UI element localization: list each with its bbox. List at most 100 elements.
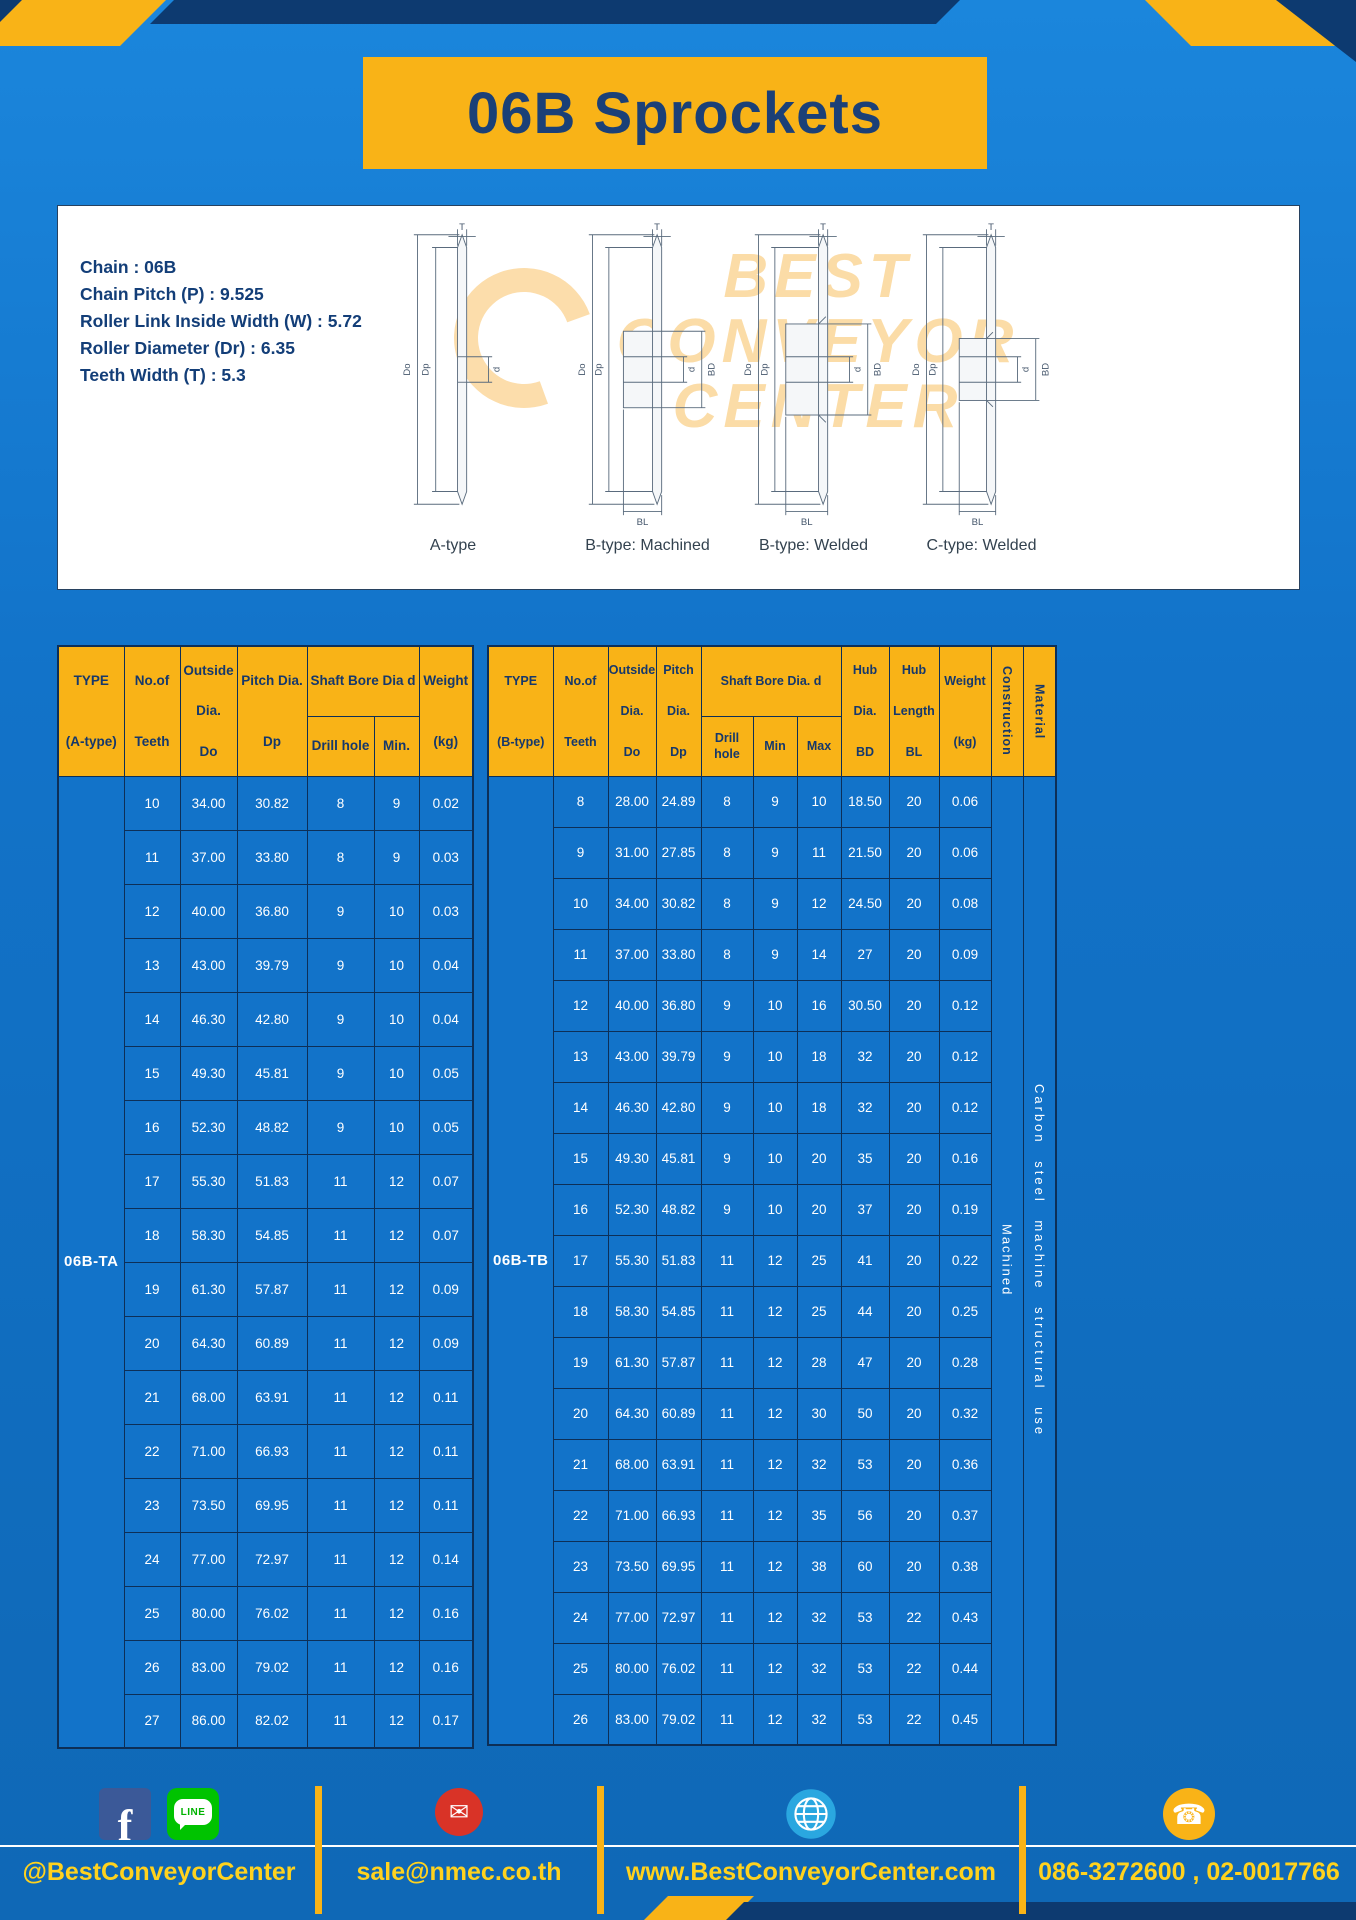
header-line: Hub (901, 663, 927, 678)
table-cell: 0.05 (418, 1045, 474, 1101)
table-cell: 0.03 (418, 883, 474, 939)
table-cell: 0.16 (938, 1132, 992, 1185)
sprocket-diagram-a-type: T Do Dp d (402, 222, 502, 506)
table-cell: 12 (373, 1261, 420, 1317)
header-line: Dia. (620, 704, 644, 719)
col-header-shaft-bore-group: Shaft Bore Dia. d (700, 645, 842, 717)
col-header-hub-dia: Hub Dia. BD (840, 645, 890, 777)
dim-label: BD (1040, 363, 1051, 376)
header-line: Do (199, 744, 218, 760)
table-cell: 39.79 (655, 1030, 702, 1083)
table-cell: 19 (552, 1336, 609, 1389)
table-cell: 11 (306, 1477, 375, 1533)
table-cell: 54.85 (236, 1207, 308, 1263)
table-cell: 8 (700, 928, 754, 981)
table-cell: 37.00 (179, 829, 238, 885)
table-cell: 0.25 (938, 1285, 992, 1338)
table-cell: 9 (306, 1099, 375, 1155)
col-header-shaft-bore-group: Shaft Bore Dia d (306, 645, 420, 717)
facebook-icon[interactable]: f (99, 1788, 151, 1840)
table-row: 17 55.30 51.83 11 12 25 41 20 0.22 (488, 1234, 1056, 1287)
table-row: 06B-TB 8 28.00 24.89 8 9 10 18.50 20 0.06 Machined… (487, 775, 1057, 1746)
table-cell: 13 (123, 937, 181, 993)
table-cell: 21 (123, 1369, 181, 1425)
table-row: 19 61.30 57.87 11 12 28 47 20 0.28 (488, 1336, 1056, 1389)
table-cell: 48.82 (236, 1099, 308, 1155)
dim-label: Dp (420, 363, 431, 375)
table-cell: 11 (700, 1540, 754, 1593)
table-cell: 20 (888, 1438, 940, 1491)
table-cell: 14 (123, 991, 181, 1047)
table-cell: 11 (700, 1234, 754, 1287)
table-cell: 0.19 (938, 1183, 992, 1236)
table-cell: 64.30 (607, 1387, 657, 1440)
table-cell: 0.14 (418, 1531, 474, 1587)
table-cell: 45.81 (236, 1045, 308, 1101)
col-header-min: Min. (373, 715, 420, 777)
table-cell: 19 (123, 1261, 181, 1317)
col-header-material: Material (1022, 645, 1057, 777)
table-cell: 24 (123, 1531, 181, 1587)
table-cell: 15 (123, 1045, 181, 1101)
table-cell: 25 (123, 1585, 181, 1641)
table-cell: 10 (373, 1045, 420, 1101)
email-icon[interactable]: ✉ (435, 1788, 483, 1836)
footer-social-handle[interactable]: @BestConveyorCenter (22, 1858, 296, 1886)
header-line: (B-type) (497, 734, 545, 749)
table-cell: 0.36 (938, 1438, 992, 1491)
dim-label: BL (971, 517, 983, 527)
table-cell: 17 (123, 1153, 181, 1209)
col-header-weight: Weight (kg) (418, 645, 474, 777)
header-line: Pitch Dia. (241, 672, 303, 688)
table-cell: 56 (840, 1489, 890, 1542)
table-cell: 66.93 (236, 1423, 308, 1479)
sprocket-figure-a-type: T Do Dp d A-type (363, 222, 543, 555)
table-cell: 30.82 (236, 775, 308, 831)
table-cell: 20 (888, 1183, 940, 1236)
deco-stripe-top-bar (150, 0, 960, 24)
table-cell: 24.89 (655, 775, 702, 828)
col-header-outside-dia: Outside Dia. Do (607, 645, 657, 777)
table-cell: 72.97 (236, 1531, 308, 1587)
spec-line: Teeth Width (T) : 5.3 (80, 365, 246, 385)
header-line: Weight (944, 673, 986, 688)
table-cell: 79.02 (236, 1639, 308, 1695)
footer-email-address[interactable]: sale@nmec.co.th (356, 1858, 562, 1886)
table-cell: 52.30 (179, 1099, 238, 1155)
table-cell: 0.37 (938, 1489, 992, 1542)
table-cell: 38 (796, 1540, 842, 1593)
table-cell: 30.50 (840, 979, 890, 1032)
table-cell: 20 (888, 1540, 940, 1593)
table-cell: 11 (306, 1639, 375, 1695)
table-cell: 11 (306, 1153, 375, 1209)
table-cell: 20 (123, 1315, 181, 1371)
footer-phone-numbers[interactable]: 086-3272600 , 02-0017766 (1038, 1858, 1340, 1886)
col-header-weight: Weight (kg) (938, 645, 992, 777)
footer-website-url[interactable]: www.BestConveyorCenter.com (625, 1858, 996, 1886)
table-cell: 20 (888, 1336, 940, 1389)
header-line: TYPE (73, 672, 109, 688)
table-cell: 24 (552, 1591, 609, 1644)
table-cell: 58.30 (179, 1207, 238, 1263)
phone-icon[interactable]: ☎ (1163, 1788, 1215, 1840)
table-cell: 9 (700, 1030, 754, 1083)
table-cell: 83.00 (607, 1693, 657, 1746)
footer-phone-icons: ☎ (1022, 1788, 1356, 1840)
table-cell: 9 (752, 928, 798, 981)
table-cell: 27 (840, 928, 890, 981)
table-cell: 46.30 (179, 991, 238, 1047)
table-cell: 20 (552, 1387, 609, 1440)
table-cell: 11 (306, 1531, 375, 1587)
table-cell: 55.30 (179, 1153, 238, 1209)
table-cell: 11 (700, 1387, 754, 1440)
globe-icon[interactable] (785, 1788, 837, 1840)
table-cell: 27 (123, 1693, 181, 1749)
table-cell: 33.80 (655, 928, 702, 981)
table-cell: 16 (123, 1099, 181, 1155)
table-row: 14 46.30 42.80 9 10 18 32 20 0.12 (488, 1081, 1056, 1134)
table-cell: 25 (796, 1234, 842, 1287)
line-icon[interactable]: LINE (167, 1788, 219, 1840)
table-cell: 12 (752, 1234, 798, 1287)
table-cell: 30.82 (655, 877, 702, 930)
table-cell: 11 (700, 1642, 754, 1695)
